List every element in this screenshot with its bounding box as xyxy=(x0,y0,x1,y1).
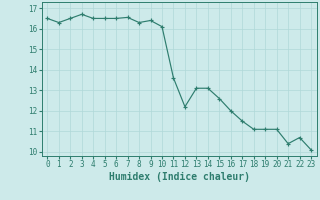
X-axis label: Humidex (Indice chaleur): Humidex (Indice chaleur) xyxy=(109,172,250,182)
